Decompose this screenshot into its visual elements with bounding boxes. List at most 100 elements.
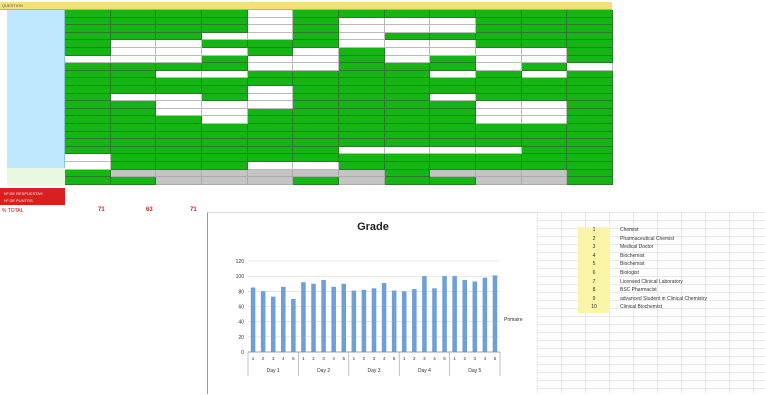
grid-cell bbox=[65, 40, 111, 48]
grid-cell bbox=[339, 169, 385, 178]
grid-cell bbox=[247, 55, 294, 64]
code-row: 5 Biochemist bbox=[578, 261, 728, 270]
group-label: Day 3 bbox=[367, 368, 380, 374]
grid-cell bbox=[430, 10, 476, 18]
grid-cell bbox=[65, 25, 111, 33]
grade-chart-panel[interactable]: Grade 0 20 40 60 80 100 120 1 2 3 4 5 1 2 3 4 5 1 2 3 4 5 1 2 3 4… bbox=[207, 212, 537, 394]
grid-cell bbox=[202, 146, 248, 155]
grid-cell bbox=[384, 17, 431, 26]
chart-bar bbox=[260, 291, 266, 352]
chart-bar bbox=[412, 289, 417, 352]
row-header-column: 123456789101112131415161718192021 bbox=[7, 10, 71, 168]
grid-cell bbox=[476, 101, 522, 109]
x-tick-label: 1 bbox=[403, 356, 406, 361]
grid-cell bbox=[110, 101, 157, 109]
grid-cell bbox=[110, 169, 157, 178]
grid-cell bbox=[384, 146, 431, 155]
grid-cell bbox=[521, 162, 568, 170]
grid-cell bbox=[339, 154, 385, 162]
grid-cell bbox=[202, 154, 248, 162]
grid-cell bbox=[247, 177, 294, 185]
grid-cell bbox=[430, 17, 476, 26]
grid-cell bbox=[430, 93, 476, 102]
grid-cell bbox=[567, 108, 613, 117]
grid-cell bbox=[430, 139, 476, 147]
grid-cell bbox=[202, 108, 248, 117]
code-row: 1 Chemist bbox=[578, 227, 728, 236]
grid-cell bbox=[384, 10, 431, 18]
grid-cell bbox=[110, 146, 157, 155]
grid-cell bbox=[339, 70, 385, 79]
code-number: 2 bbox=[578, 235, 610, 245]
grid-cell bbox=[293, 86, 339, 94]
grid-cell bbox=[247, 70, 294, 79]
grid-cell bbox=[430, 116, 476, 124]
grid-cell bbox=[521, 40, 568, 48]
chart-bar bbox=[462, 279, 467, 352]
grid-cell bbox=[521, 108, 568, 117]
grid-cell bbox=[567, 116, 613, 124]
grid-cell bbox=[521, 48, 568, 56]
grid-cell bbox=[247, 63, 294, 71]
grid-cell bbox=[293, 169, 339, 178]
code-name: advanced Student in Clinical Chemistry bbox=[620, 295, 707, 302]
grid-cell bbox=[476, 32, 522, 41]
grid-cell bbox=[293, 63, 339, 71]
grid-cell bbox=[476, 40, 522, 48]
grid-cell bbox=[430, 25, 476, 33]
chart-bar bbox=[321, 279, 326, 352]
grid-cell bbox=[110, 48, 157, 56]
grid-cell bbox=[247, 124, 294, 132]
grid-cell bbox=[567, 131, 613, 140]
group-label: Day 4 bbox=[418, 368, 431, 374]
grid-cell bbox=[567, 17, 613, 26]
grid-cell bbox=[384, 55, 431, 64]
grid-cell bbox=[339, 78, 385, 86]
grid-cell bbox=[293, 32, 339, 41]
grid-cell bbox=[384, 25, 431, 33]
grid-cell bbox=[430, 162, 476, 170]
grid-cell bbox=[293, 139, 339, 147]
grid-cell bbox=[247, 78, 294, 86]
code-name: Pharmaceutical Chemist bbox=[620, 235, 675, 242]
results-spreadsheet: QUESTION 1234567891011121314151617181920… bbox=[0, 0, 615, 215]
grid-cell bbox=[293, 78, 339, 86]
summary-label-points: Nº DE PUNTOS bbox=[4, 198, 33, 203]
grid-cell bbox=[476, 78, 522, 86]
grid-cell bbox=[156, 17, 202, 26]
grid-cell bbox=[293, 116, 339, 124]
grid-cell bbox=[430, 154, 476, 162]
grid-cell bbox=[567, 86, 613, 94]
y-tick-label: 100 bbox=[236, 274, 245, 280]
grid-cell bbox=[384, 131, 431, 140]
code-row: 3 Medical Doctor bbox=[578, 244, 728, 253]
grid-cell bbox=[521, 116, 568, 124]
grid-cell bbox=[65, 63, 111, 71]
x-tick-label: 2 bbox=[463, 356, 466, 361]
x-tick-label: 3 bbox=[272, 356, 275, 361]
grid-cell bbox=[293, 146, 339, 155]
grid-cell bbox=[110, 25, 157, 33]
grid-cell bbox=[156, 86, 202, 94]
grid-cell bbox=[247, 154, 294, 162]
grid-cell bbox=[384, 169, 431, 178]
grid-cell bbox=[202, 93, 248, 102]
grid-cell bbox=[110, 86, 157, 94]
chart-bar bbox=[432, 288, 437, 352]
pct-value-3: 71 bbox=[190, 207, 197, 213]
grid-cell bbox=[247, 169, 294, 178]
grid-cell bbox=[339, 10, 385, 18]
x-tick-label: 2 bbox=[363, 356, 366, 361]
grid-cell bbox=[156, 40, 202, 48]
code-name: BSC Pharmacist bbox=[620, 287, 657, 294]
grid-cell bbox=[476, 169, 522, 178]
grid-cell bbox=[247, 139, 294, 147]
x-tick-label: 3 bbox=[474, 356, 477, 361]
right-spreadsheet-grid bbox=[537, 212, 765, 394]
grid-cell bbox=[65, 131, 111, 140]
answer-grid bbox=[65, 10, 613, 188]
grid-cell bbox=[339, 25, 385, 33]
grid-cell bbox=[156, 10, 202, 18]
grid-cell bbox=[110, 108, 157, 117]
grid-cell bbox=[202, 48, 248, 56]
